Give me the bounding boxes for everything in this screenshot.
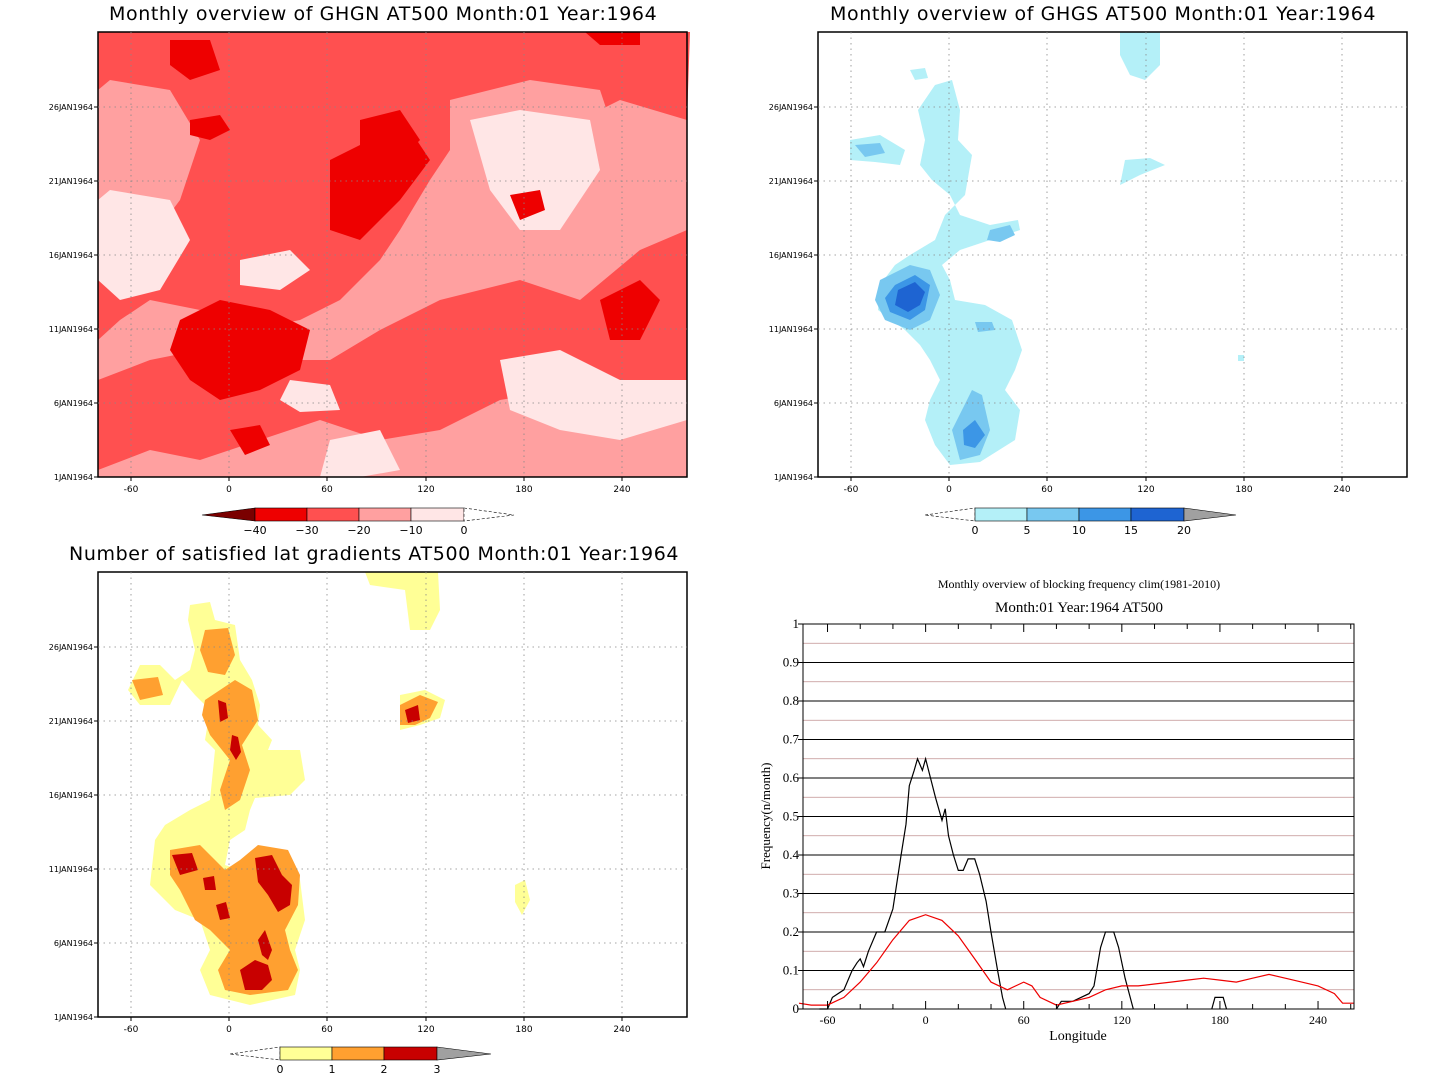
ghgn-y-tick-label: 26JAN1964 [49,103,93,112]
freq-x-tick-label: 240 [1309,1013,1327,1027]
ghgs-x-tick-label: 240 [1333,485,1350,495]
lat-gridlines [98,572,687,1017]
freq-x-axis-label: Longitude [1049,1029,1107,1044]
ghgn-gridlines [98,32,687,477]
freq-chart-subtitle: Month:01 Year:1964 AT500 [995,600,1163,616]
lat-colorbar-label: 2 [381,1063,388,1076]
ghgn-map-panel: -60 0 60 120 180 240 1JAN1964 6JAN1964 11JAN1964… [49,31,690,495]
ghgs-x-tick-label: 120 [1137,485,1154,495]
lat-y-tick-label: 6JAN1964 [54,939,93,948]
ghgs-colorbar-label: 5 [1024,524,1031,537]
ghgn-colorbar-label: −40 [243,524,266,537]
freq-y-tick-label: 0.9 [783,655,799,670]
lat-title: Number of satisfied lat gradients AT500 … [69,543,680,565]
freq-y-tick-label: 0.4 [783,847,800,862]
lat-y-tick-label: 11JAN1964 [49,865,93,874]
freq-y-tick-label: 0.2 [783,924,799,939]
lat-axis-labels: -60 0 60 120 180 240 1JAN1964 6JAN1964 11JAN1964… [49,643,631,1035]
ghgn-axis-labels: -60 0 60 120 180 240 1JAN1964 6JAN1964 11JAN1964… [49,103,631,495]
freq-series-line-0 [819,756,1007,1010]
lat-colorbar-label: 0 [277,1063,284,1076]
ghgs-map-panel: -60 0 60 120 180 240 1JAN1964 6JAN1964 11JAN1964… [769,31,1408,495]
ghgs-y-tick-label: 6JAN1964 [774,399,813,408]
ghgs-colorbar-label: 10 [1072,524,1086,537]
freq-y-tick-label: 0.7 [783,732,800,747]
freq-x-tick-label: -60 [820,1013,836,1027]
ghgn-colorbar-label: 0 [461,524,468,537]
lat-x-tick-label: -60 [124,1025,139,1035]
freq-y-tick-label: 0.3 [783,886,799,901]
lat-contour-field [128,572,530,1005]
ghgn-colorbar: −40 −30 −20 −10 0 [201,507,515,537]
freq-y-tick-label: 0.6 [783,770,800,785]
ghgs-x-tick-label: 180 [1235,485,1252,495]
lat-y-tick-label: 16JAN1964 [49,791,93,800]
freq-y-tick-label: 0.5 [783,809,799,824]
freq-series-group [798,756,1354,1010]
ghgn-x-tick-label: 60 [321,485,333,495]
ghgs-colorbar-label: 0 [972,524,979,537]
ghgs-colorbar: 0 5 10 15 20 [924,507,1237,537]
ghgs-colorbar-label: 15 [1124,524,1138,537]
blocking-frequency-chart: Monthly overview of blocking frequency c… [758,577,1355,1044]
ghgs-plot-frame [817,31,1408,478]
ghgs-y-tick-label: 11JAN1964 [769,325,813,334]
ghgn-x-tick-label: 0 [226,485,232,495]
lat-map-panel: -60 0 60 120 180 240 1JAN1964 6JAN1964 11JAN1964… [49,571,688,1035]
lat-colorbar: 0 1 2 3 [229,1046,492,1076]
freq-x-tick-label: 180 [1211,1013,1229,1027]
freq-x-tick-label: 0 [923,1013,929,1027]
ghgs-colorbar-label: 20 [1177,524,1191,537]
lat-x-tick-label: 180 [515,1025,532,1035]
ghgn-x-tick-label: 240 [613,485,630,495]
ghgn-y-tick-label: 1JAN1964 [54,473,93,482]
freq-series-line-1 [1055,931,1134,1010]
ghgn-y-tick-label: 16JAN1964 [49,251,93,260]
ghgn-y-tick-label: 11JAN1964 [49,325,93,334]
ghgn-x-tick-label: 120 [417,485,434,495]
ghgn-contour-field [98,32,690,477]
freq-gridlines [803,642,1354,991]
ghgs-contour-field [850,32,1244,465]
ghgs-x-tick-label: -60 [844,485,859,495]
lat-y-tick-label: 1JAN1964 [54,1013,93,1022]
freq-chart-title: Monthly overview of blocking frequency c… [938,577,1220,591]
lat-x-tick-label: 240 [613,1025,630,1035]
lat-x-tick-label: 60 [321,1025,333,1035]
ghgn-colorbar-label: −30 [295,524,318,537]
freq-x-tick-label: 60 [1018,1013,1030,1027]
lat-y-tick-label: 21JAN1964 [49,717,93,726]
freq-series-line-2 [1211,996,1228,1010]
lat-x-tick-label: 120 [417,1025,434,1035]
ghgn-y-tick-label: 6JAN1964 [54,399,93,408]
lat-colorbar-label: 3 [434,1063,441,1076]
freq-y-tick-label: 0.1 [783,963,799,978]
freq-y-tick-label: 0 [793,1001,800,1016]
freq-y-tick-label: 0.8 [783,693,799,708]
ghgs-gridlines [818,32,1407,477]
ghgn-x-tick-label: -60 [124,485,139,495]
ghgn-colorbar-label: −20 [347,524,370,537]
ghgs-y-tick-label: 26JAN1964 [769,103,813,112]
freq-y-tick-label: 1 [793,616,800,631]
lat-x-tick-label: 0 [226,1025,232,1035]
lat-colorbar-label: 1 [329,1063,336,1076]
ghgs-x-tick-label: 0 [946,485,952,495]
freq-axis-ticks: 0 0.1 0.2 0.3 0.4 0.5 0.6 0.7 0.8 0.9 1 -60 0 60 120 18… [783,616,1352,1027]
lat-y-tick-label: 26JAN1964 [49,643,93,652]
ghgs-x-tick-label: 60 [1041,485,1053,495]
freq-series-line-3 [798,914,1354,1006]
ghgs-y-tick-label: 21JAN1964 [769,177,813,186]
ghgn-x-tick-label: 180 [515,485,532,495]
ghgs-y-tick-label: 16JAN1964 [769,251,813,260]
ghgn-title: Monthly overview of GHGN AT500 Month:01 … [109,3,658,25]
freq-x-tick-label: 120 [1113,1013,1131,1027]
lat-plot-frame [97,571,688,1018]
ghgn-y-tick-label: 21JAN1964 [49,177,93,186]
ghgn-colorbar-label: −10 [399,524,422,537]
ghgs-axis-labels: -60 0 60 120 180 240 1JAN1964 6JAN1964 11JAN1964… [769,103,1351,495]
ghgs-y-tick-label: 1JAN1964 [774,473,813,482]
ghgs-title: Monthly overview of GHGS AT500 Month:01 … [830,3,1377,25]
freq-y-axis-label: Frequency(n/month) [758,763,773,870]
